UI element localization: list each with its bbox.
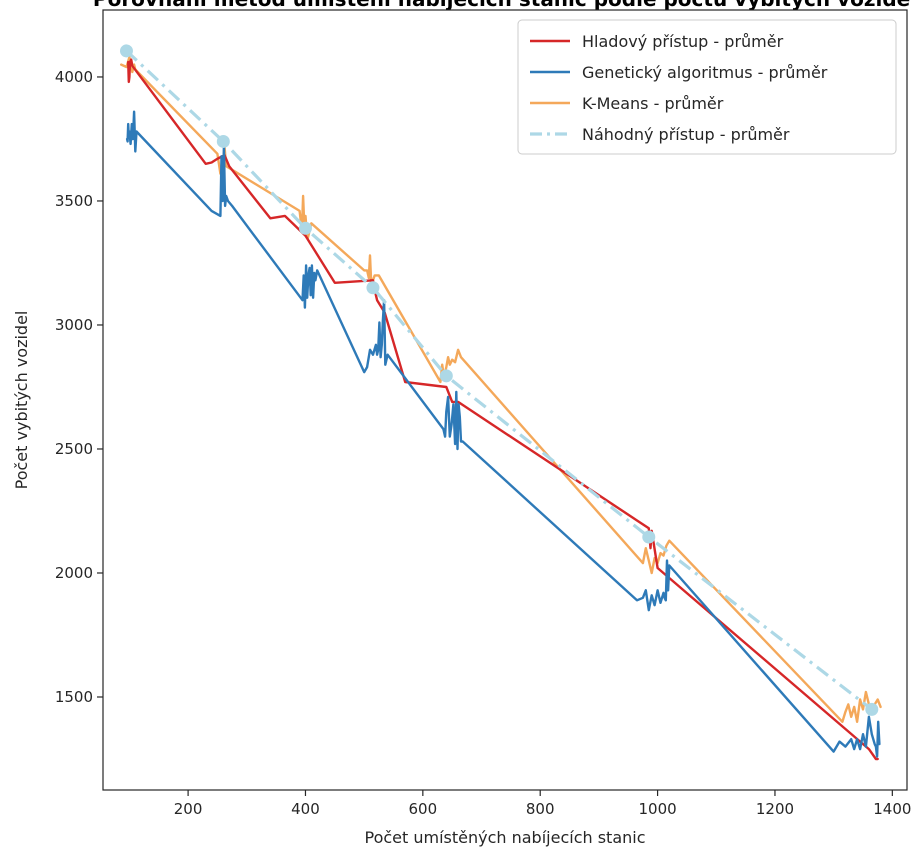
x-tick-label: 1000: [638, 800, 676, 818]
y-tick-label: 3000: [55, 316, 93, 334]
legend-label: Hladový přístup - průměr: [582, 32, 784, 51]
x-tick-label: 600: [409, 800, 438, 818]
y-tick-label: 2500: [55, 440, 93, 458]
y-tick-label: 3500: [55, 192, 93, 210]
series-line-0: [126, 58, 879, 761]
series-marker: [439, 369, 453, 383]
series-layer: [119, 44, 882, 761]
x-axis-label: Počet umístěných nabíjecích stanic: [364, 828, 645, 847]
legend-label: Náhodný přístup - průměr: [582, 125, 790, 144]
legend-box: [517, 19, 897, 155]
legend: Hladový přístup - průměr Genetický algori…: [517, 19, 897, 155]
x-tick-label: 1400: [873, 800, 911, 818]
y-tick-label: 4000: [55, 68, 93, 86]
x-axis: 200 400 600 800 1000 1200 1400: [174, 790, 911, 818]
chart-title: Porovnání metod umístění nabíjecích stan…: [93, 0, 911, 11]
series-marker: [216, 134, 230, 148]
plot-frame: [102, 9, 908, 791]
series-marker: [865, 702, 879, 716]
series-marker: [366, 281, 380, 295]
x-tick-label: 200: [174, 800, 203, 818]
y-tick-label: 2000: [55, 564, 93, 582]
x-tick-label: 400: [291, 800, 320, 818]
x-tick-label: 800: [526, 800, 555, 818]
y-tick-label: 1500: [55, 688, 93, 706]
series-marker: [298, 221, 312, 235]
series-line-2: [119, 55, 882, 723]
x-tick-label: 1200: [756, 800, 794, 818]
legend-label: K-Means - průměr: [582, 94, 724, 113]
series-marker: [642, 530, 656, 544]
y-axis: 1500 2000 2500 3000 3500 4000: [55, 68, 103, 706]
series-line-1: [125, 110, 881, 758]
legend-label: Genetický algoritmus - průměr: [582, 63, 828, 82]
y-axis-label: Počet vybitých vozidel: [12, 311, 31, 490]
series-marker: [119, 44, 133, 58]
